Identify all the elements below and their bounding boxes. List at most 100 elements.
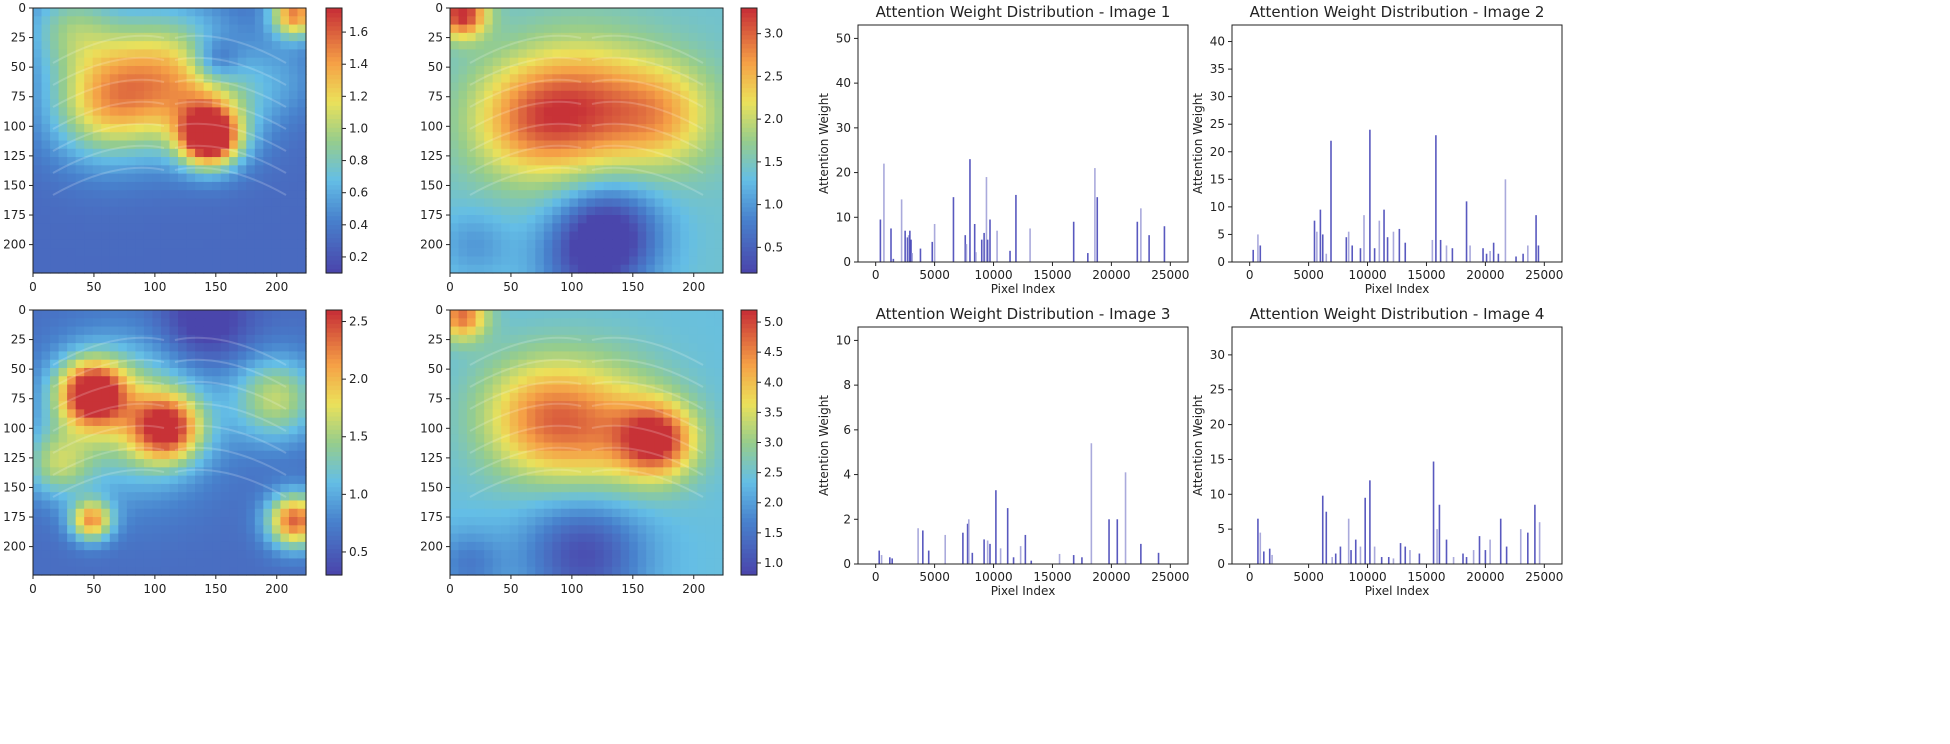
heatmap-cell bbox=[160, 334, 171, 344]
heatmap-cell bbox=[526, 32, 536, 42]
heatmap-cell bbox=[688, 132, 699, 142]
heatmap-cell bbox=[178, 148, 188, 158]
heatmap-cell bbox=[467, 459, 477, 468]
heatmap-cell bbox=[297, 384, 307, 394]
heatmap-cell bbox=[637, 492, 647, 502]
bar bbox=[1519, 529, 1522, 564]
heatmap-cell bbox=[475, 239, 485, 249]
heatmap-cell bbox=[92, 450, 102, 460]
heatmap-cell bbox=[195, 115, 205, 125]
heatmap-cell bbox=[254, 90, 264, 100]
rib-line bbox=[591, 380, 704, 410]
heatmap-cell bbox=[577, 367, 588, 377]
heatmap-cell bbox=[118, 49, 128, 59]
heatmap-cell bbox=[297, 256, 307, 266]
heatmap-cell bbox=[535, 181, 545, 191]
heatmap-cell bbox=[569, 24, 579, 34]
heatmap-cell bbox=[186, 525, 196, 535]
heatmap-cell bbox=[58, 566, 68, 576]
heatmap-cell bbox=[246, 41, 256, 51]
heatmap-cell bbox=[220, 541, 230, 551]
bar bbox=[933, 223, 936, 262]
heatmap-cell bbox=[450, 459, 460, 468]
colorbar-segment bbox=[741, 114, 757, 120]
heatmap-cell bbox=[552, 459, 562, 468]
heatmap-cell bbox=[178, 16, 188, 26]
heatmap-cell bbox=[680, 467, 690, 477]
heatmap-cell bbox=[450, 359, 460, 369]
heatmap-cell bbox=[526, 181, 536, 191]
colorbar-segment bbox=[326, 530, 342, 536]
heatmap-cell bbox=[160, 442, 171, 452]
heatmap-cell bbox=[186, 165, 196, 175]
heatmap-cell bbox=[203, 558, 213, 568]
heatmap-cell bbox=[152, 115, 162, 125]
heatmap-cell bbox=[160, 367, 171, 377]
heatmap-cell bbox=[101, 115, 111, 125]
heatmap-cell bbox=[603, 384, 613, 394]
heatmap-cell bbox=[569, 256, 579, 266]
heatmap-cell bbox=[458, 376, 468, 386]
heatmap-cell bbox=[84, 190, 94, 200]
heatmap-cell bbox=[458, 318, 468, 328]
heatmap-cell bbox=[67, 367, 77, 377]
heatmap-cell bbox=[297, 550, 307, 560]
heatmap-cell bbox=[92, 82, 102, 92]
heatmap-cell bbox=[229, 248, 239, 258]
heatmap-cell bbox=[671, 65, 681, 75]
heatmap-cell bbox=[254, 41, 264, 51]
heatmap-cell bbox=[552, 326, 562, 336]
heatmap-cell bbox=[254, 334, 264, 344]
heatmap-cell bbox=[492, 231, 502, 241]
heatmap-cell bbox=[492, 198, 502, 208]
heatmap-cell bbox=[203, 223, 213, 233]
heatmap-cell bbox=[629, 99, 639, 108]
bar bbox=[1505, 546, 1508, 564]
heatmap-cell bbox=[518, 256, 528, 266]
heatmap-cell bbox=[501, 376, 511, 386]
heatmap-cell bbox=[629, 517, 639, 526]
heatmap-cell bbox=[714, 326, 724, 336]
heatmap-cell bbox=[41, 475, 51, 485]
heatmap-cell bbox=[671, 248, 681, 258]
bar bbox=[1392, 558, 1395, 564]
heatmap-cell bbox=[58, 190, 68, 200]
bar bbox=[880, 555, 883, 564]
heatmap-cell bbox=[178, 343, 188, 353]
heatmap-cell bbox=[75, 450, 85, 460]
heatmap-cell bbox=[33, 392, 43, 402]
bar bbox=[1108, 519, 1110, 564]
rib-line bbox=[174, 402, 287, 432]
heatmap-cell bbox=[92, 343, 102, 353]
bar bbox=[1378, 220, 1381, 262]
heatmap-cell bbox=[612, 65, 622, 75]
heatmap-cell bbox=[671, 492, 681, 502]
heatmap-cell bbox=[254, 467, 264, 477]
heatmap-cell bbox=[467, 392, 477, 402]
y-tick-label: 50 bbox=[11, 362, 26, 376]
heatmap-cell bbox=[620, 401, 630, 410]
heatmap-cell bbox=[58, 417, 68, 427]
heatmap-cell bbox=[75, 517, 85, 526]
heatmap-cell bbox=[535, 367, 545, 377]
chart-title: Attention Weight Distribution - Image 4 bbox=[1250, 305, 1545, 323]
heatmap-cell bbox=[84, 157, 94, 166]
heatmap-cell bbox=[475, 425, 485, 435]
heatmap-cell bbox=[152, 525, 162, 535]
heatmap-cell bbox=[75, 16, 85, 26]
heatmap-cell bbox=[620, 215, 630, 224]
bar bbox=[1140, 208, 1142, 262]
heatmap-cell bbox=[603, 65, 613, 75]
heatmap-cell bbox=[135, 500, 145, 510]
heatmap-cell bbox=[595, 483, 605, 493]
heatmap-cell bbox=[629, 459, 639, 468]
heatmap-cell bbox=[595, 525, 605, 535]
heatmap-cell bbox=[697, 475, 707, 485]
heatmap-cell bbox=[526, 190, 536, 200]
heatmap-cell bbox=[543, 442, 553, 452]
heatmap-cell bbox=[288, 165, 299, 175]
bar bbox=[965, 244, 968, 262]
heatmap-cell bbox=[169, 173, 179, 183]
heatmap-cell bbox=[195, 24, 205, 34]
